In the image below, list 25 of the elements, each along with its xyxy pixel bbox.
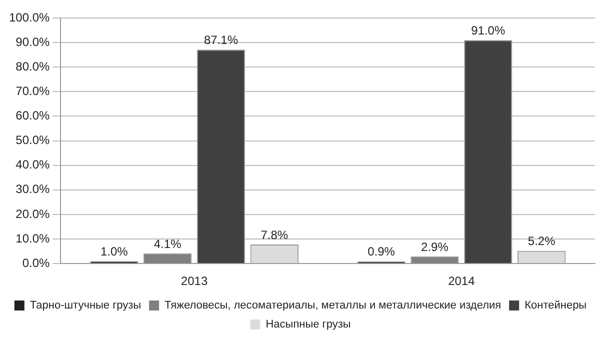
y-tick-label: 30.0% xyxy=(16,182,50,196)
y-tick-label: 20.0% xyxy=(16,206,50,221)
data-label: 91.0% xyxy=(471,23,506,38)
y-tick-label: 70.0% xyxy=(16,84,50,98)
data-label: 2.9% xyxy=(421,240,449,254)
legend-label: Насыпные грузы xyxy=(266,318,351,331)
y-tick-label: 40.0% xyxy=(16,158,50,172)
data-label: 5.2% xyxy=(528,234,556,248)
data-label: 7.8% xyxy=(260,228,288,242)
x-tick-label: 2014 xyxy=(448,274,476,288)
x-tick-label: 2013 xyxy=(180,274,208,288)
data-label: 87.1% xyxy=(204,32,238,47)
y-tick-label: 10.0% xyxy=(16,231,50,246)
y-tick-label: 50.0% xyxy=(16,133,50,148)
y-tick-label: 100.0% xyxy=(8,10,50,24)
data-label: 0.9% xyxy=(368,244,396,259)
data-label: 4.1% xyxy=(154,236,182,251)
data-label: 1.0% xyxy=(100,244,128,258)
y-tick-label: 0.0% xyxy=(22,256,50,270)
y-tick-label: 80.0% xyxy=(16,59,50,74)
legend-label: Контейнеры xyxy=(524,300,587,312)
legend-label: Тяжеловесы, лесоматериалы, металлы и металлические изделия xyxy=(164,300,502,312)
legend-label: Тарно-штучные грузы xyxy=(30,300,142,312)
y-tick-label: 90.0% xyxy=(16,34,50,49)
y-tick-label: 60.0% xyxy=(16,108,50,123)
